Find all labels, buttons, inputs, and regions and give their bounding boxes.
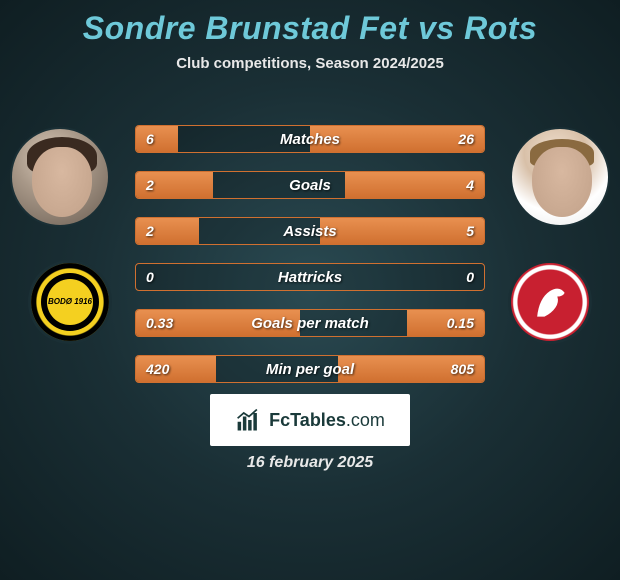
subtitle: Club competitions, Season 2024/2025 [0, 55, 620, 72]
stat-right-value: 805 [451, 361, 474, 377]
stats-table: 6Matches26 2Goals4 2Assists5 0Hattricks0 0.3… [135, 125, 485, 401]
stat-row: 2Assists5 [135, 217, 485, 245]
stat-row: 2Goals4 [135, 171, 485, 199]
player2-avatar [510, 127, 610, 227]
horse-icon [528, 280, 572, 324]
stat-row: 420Min per goal805 [135, 355, 485, 383]
stat-right-value: 5 [466, 223, 474, 239]
brand-suffix: .com [346, 410, 385, 430]
stat-label: Hattricks [136, 269, 484, 286]
face-shape [532, 147, 592, 217]
stat-right-value: 26 [458, 131, 474, 147]
stat-row: 0Hattricks0 [135, 263, 485, 291]
badge-center: BODØ 1916 [47, 279, 93, 325]
club1-badge: BODØ 1916 [28, 260, 112, 344]
brand-chart-icon [235, 406, 263, 434]
stat-right-value: 0 [466, 269, 474, 285]
stat-label: Assists [136, 223, 484, 240]
club2-badge [508, 260, 592, 344]
stat-label: Matches [136, 131, 484, 148]
stat-right-value: 0.15 [447, 315, 474, 331]
brand-badge: FcTables.com [210, 394, 410, 446]
brand-name: FcTables [269, 410, 346, 430]
stat-row: 6Matches26 [135, 125, 485, 153]
stat-label: Goals [136, 177, 484, 194]
stat-right-value: 4 [466, 177, 474, 193]
stat-row: 0.33Goals per match0.15 [135, 309, 485, 337]
page-title: Sondre Brunstad Fet vs Rots [0, 0, 620, 47]
brand-text: FcTables.com [269, 410, 385, 431]
stat-label: Min per goal [136, 361, 484, 378]
player1-avatar [10, 127, 110, 227]
face-shape [32, 147, 92, 217]
stat-label: Goals per match [136, 315, 484, 332]
date-text: 16 february 2025 [0, 454, 620, 472]
